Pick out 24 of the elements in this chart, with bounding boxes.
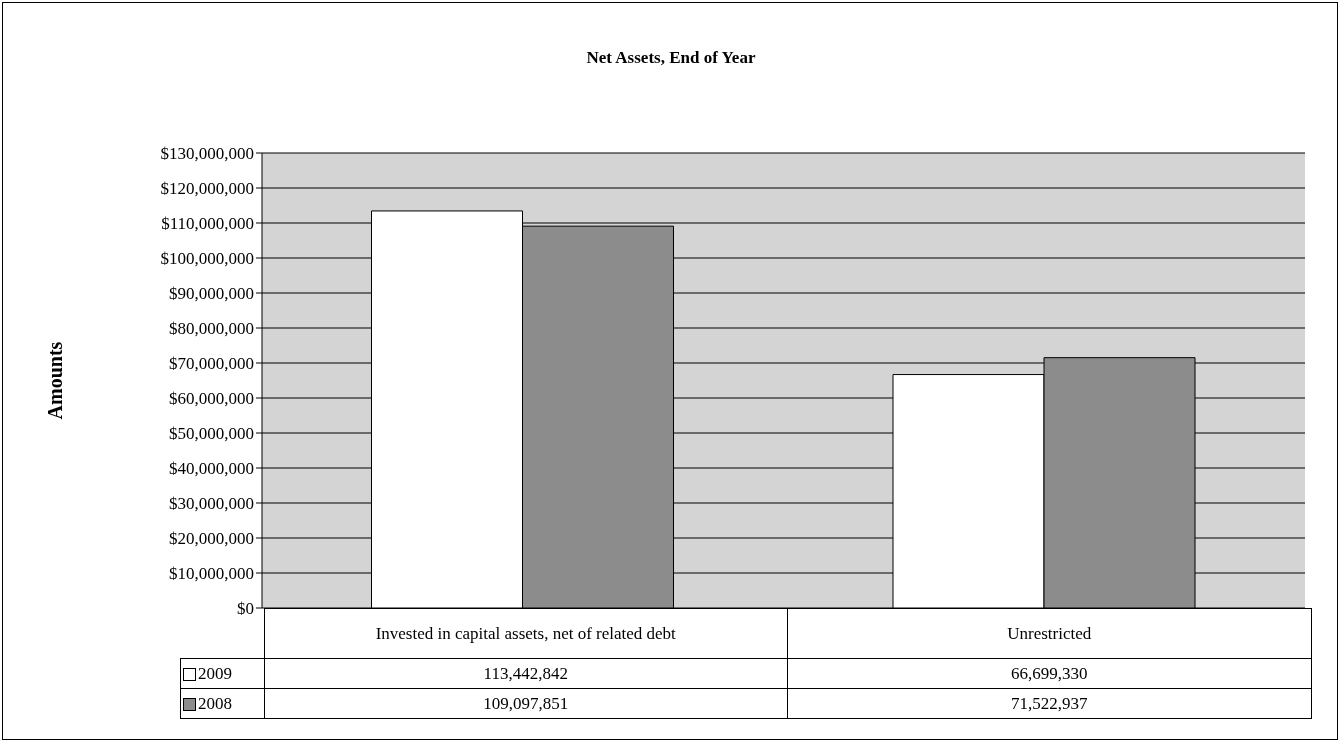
data-label: 109,097,851 — [264, 688, 788, 719]
y-tick-label: $20,000,000 — [169, 529, 254, 549]
y-tick-label: $10,000,000 — [169, 564, 254, 584]
y-tick-label: $0 — [237, 599, 254, 619]
y-tick-label: $30,000,000 — [169, 494, 254, 514]
data-label: 71,522,937 — [787, 688, 1311, 719]
y-axis-title: Amounts — [44, 341, 67, 420]
data-label: 66,699,330 — [787, 658, 1311, 689]
y-tick-label: $110,000,000 — [161, 214, 254, 234]
legend-label: 2008 — [198, 693, 232, 713]
y-tick-label: $80,000,000 — [169, 319, 254, 339]
y-tick-label: $40,000,000 — [169, 459, 254, 479]
y-tick-label: $100,000,000 — [160, 249, 254, 269]
chart-title: Net Assets, End of Year — [585, 48, 757, 68]
y-tick-label: $70,000,000 — [169, 354, 254, 374]
x-tick-label: Invested in capital assets, net of related debt — [264, 608, 788, 659]
y-tick-label: $130,000,000 — [160, 144, 254, 164]
y-tick-label: $60,000,000 — [169, 389, 254, 409]
legend-label: 2009 — [198, 663, 232, 683]
y-tick-label: $90,000,000 — [169, 284, 254, 304]
y-tick-label: $120,000,000 — [160, 179, 254, 199]
data-label: 113,442,842 — [264, 658, 788, 689]
y-tick-label: $50,000,000 — [169, 424, 254, 444]
x-tick-label: Unrestricted — [787, 608, 1311, 659]
